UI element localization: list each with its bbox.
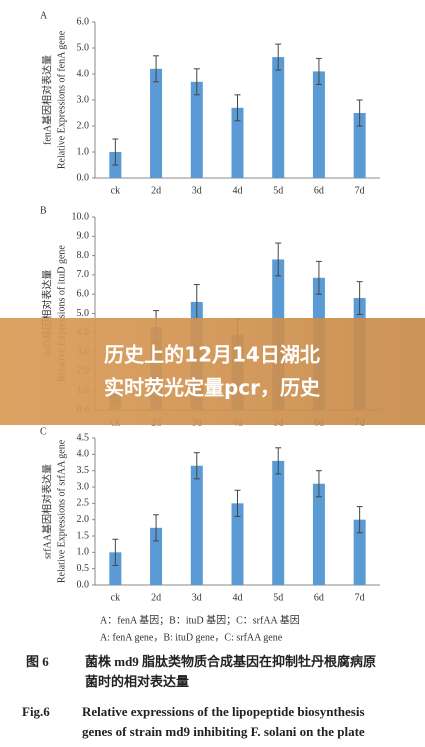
y-tick-label: 0.5 <box>77 563 90 574</box>
y-tick-label: 3.5 <box>77 465 90 476</box>
y-tick-label: 6.0 <box>77 288 90 299</box>
y-tick-label: 0.0 <box>77 579 90 590</box>
legend-cn: A：fenA 基因；B：ituD 基因；C：srfAA 基因 <box>100 613 300 626</box>
y-tick-label: 4.0 <box>77 68 90 79</box>
x-tick-label: 6d <box>314 185 324 196</box>
x-tick-label: 7d <box>355 592 365 603</box>
y-tick-label: 0.0 <box>77 172 90 183</box>
y-tick-label: 7.0 <box>77 269 90 280</box>
caption-en: genes of strain md9 inhibiting F. solani… <box>82 724 365 739</box>
panel-label: B <box>40 205 47 216</box>
y-tick-label: 1.0 <box>77 547 90 558</box>
y-tick-label: 6.0 <box>77 16 90 27</box>
y-tick-label: 9.0 <box>77 231 90 242</box>
y-tick-label: 2.0 <box>77 514 90 525</box>
bar <box>272 460 285 585</box>
y-tick-label: 1.0 <box>77 146 90 157</box>
bar <box>272 57 285 178</box>
y-axis-label: Relative Expressions of fenA gene <box>56 30 67 169</box>
x-tick-label: ck <box>111 185 120 196</box>
x-tick-label: 5d <box>273 592 283 603</box>
x-tick-label: 4d <box>233 592 243 603</box>
y-axis-label: Relative Expressions of ituD gene <box>56 245 67 382</box>
bar <box>190 465 203 585</box>
y-tick-label: 5.0 <box>77 42 90 53</box>
banner-text[interactable]: 历史上的12月14日湖北 <box>104 343 320 367</box>
x-tick-label: 2d <box>151 185 161 196</box>
y-tick-label: 5.0 <box>77 308 90 319</box>
bar <box>231 107 244 178</box>
banner <box>0 318 425 425</box>
caption-cn: 菌株 md9 脂肽类物质合成基因在抑制牡丹根腐病原 <box>85 654 376 669</box>
panel-label: C <box>40 426 47 437</box>
bar <box>231 503 244 585</box>
bar <box>312 483 325 585</box>
caption-label: Fig.6 <box>22 704 50 719</box>
x-tick-label: ck <box>111 592 120 603</box>
x-tick-label: 6d <box>314 592 324 603</box>
y-tick-label: 10.0 <box>72 211 90 222</box>
x-tick-label: 2d <box>151 592 161 603</box>
y-axis-label: Relative Expressions of srfAA gene <box>56 439 67 583</box>
x-tick-label: 5d <box>273 185 283 196</box>
bar <box>150 527 163 585</box>
y-axis-label: srfAA基因相对表达量 <box>40 464 53 559</box>
y-tick-label: 2.0 <box>77 120 90 131</box>
x-tick-label: 4d <box>233 185 243 196</box>
y-tick-label: 4.5 <box>77 432 90 443</box>
bar <box>150 68 163 178</box>
x-tick-label: 3d <box>192 185 202 196</box>
legend-en: A: fenA gene，B: ituD gene，C: srfAA gene <box>100 632 283 643</box>
bar <box>353 519 366 585</box>
bar <box>109 552 122 585</box>
y-tick-label: 1.5 <box>77 530 90 541</box>
x-tick-label: 3d <box>192 592 202 603</box>
caption-en: Relative expressions of the lipopeptide … <box>82 704 365 719</box>
banner-text[interactable]: 实时荧光定量pcr，历史 <box>104 376 321 400</box>
y-axis-label: fenA基因相对表达量 <box>40 55 53 145</box>
x-tick-label: 7d <box>355 185 365 196</box>
y-tick-label: 3.0 <box>77 94 90 105</box>
y-tick-label: 3.0 <box>77 481 90 492</box>
caption-label: 图 6 <box>26 654 49 669</box>
y-tick-label: 8.0 <box>77 250 90 261</box>
bar <box>353 113 366 178</box>
y-tick-label: 4.0 <box>77 449 90 460</box>
bar <box>190 81 203 178</box>
caption-cn: 菌时的相对表达量 <box>85 674 189 689</box>
panel-label: A <box>40 10 48 21</box>
y-tick-label: 2.5 <box>77 498 90 509</box>
bar <box>312 71 325 178</box>
